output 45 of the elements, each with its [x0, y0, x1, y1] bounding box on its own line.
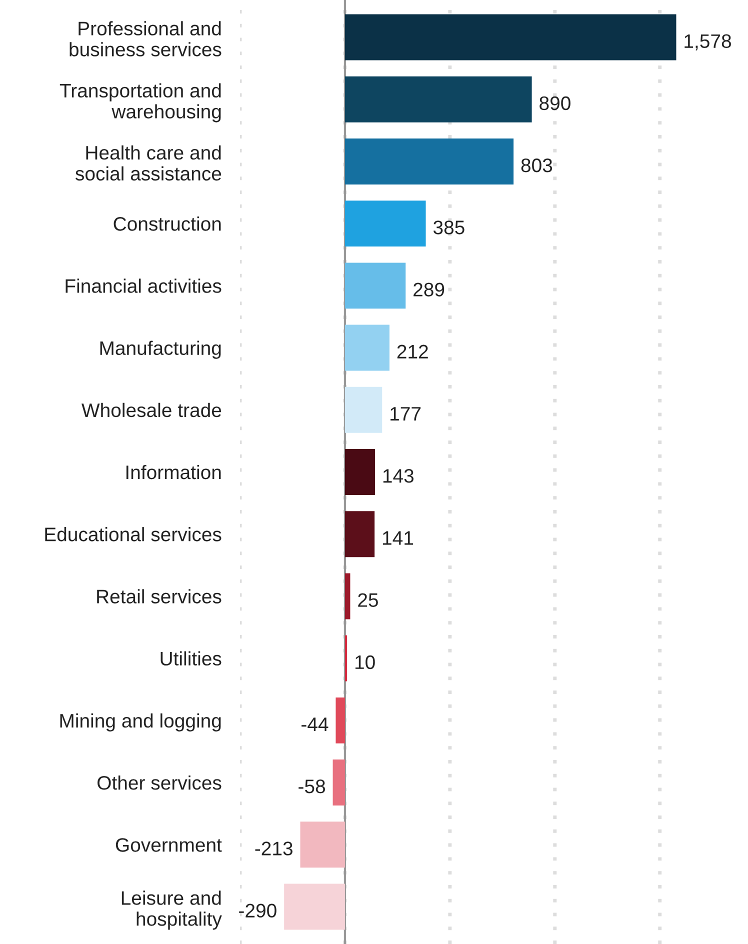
- data-label: 212: [397, 344, 428, 358]
- bar: [344, 76, 532, 122]
- y-tick-label: Construction: [114, 216, 221, 231]
- y-tick-label: Educational services: [45, 527, 222, 542]
- data-label: 1,578: [684, 34, 731, 50]
- bar: [300, 822, 345, 868]
- data-label: 25: [358, 593, 378, 607]
- data-label: 10: [355, 655, 375, 670]
- data-label: 177: [390, 407, 421, 420]
- bar: [332, 760, 345, 806]
- bar: [344, 262, 406, 309]
- data-label: -290: [239, 904, 276, 918]
- bar: [344, 200, 426, 247]
- data-label: 143: [383, 469, 414, 483]
- data-label: -44: [302, 718, 328, 732]
- data-label: -213: [255, 842, 292, 856]
- data-label: 890: [540, 96, 570, 110]
- y-tick-label: Health care and social assistance: [76, 145, 222, 181]
- data-label: 385: [433, 220, 464, 234]
- bar: [344, 511, 375, 558]
- bar: [344, 14, 676, 60]
- y-tick-label: Utilities: [160, 651, 222, 666]
- bar: [344, 138, 514, 184]
- y-tick-label: Manufacturing: [100, 340, 221, 359]
- bar: [344, 449, 375, 495]
- y-tick-label: Wholesale trade: [82, 402, 222, 418]
- bar: [344, 386, 382, 433]
- bar: [344, 573, 350, 620]
- data-label: 289: [414, 282, 444, 296]
- y-tick-label: Other services: [98, 775, 222, 790]
- bar: [336, 697, 345, 744]
- y-tick-label: Retail services: [97, 589, 222, 604]
- bar: [344, 635, 348, 682]
- data-label: 141: [382, 531, 414, 545]
- y-tick-label: Government: [116, 838, 222, 852]
- y-tick-label: Information: [126, 464, 221, 480]
- bar: [284, 884, 345, 930]
- y-tick-label: Financial activities: [66, 278, 222, 293]
- data-label: 803: [521, 158, 552, 172]
- data-label: -58: [298, 780, 325, 794]
- bar: [344, 324, 390, 371]
- y-tick-label: Mining and logging: [60, 713, 221, 732]
- y-tick-label: Transportation and warehousing: [60, 83, 221, 122]
- y-tick-label: Leisure and hospitality: [122, 890, 222, 930]
- y-tick-label: Professional and business services: [70, 21, 222, 56]
